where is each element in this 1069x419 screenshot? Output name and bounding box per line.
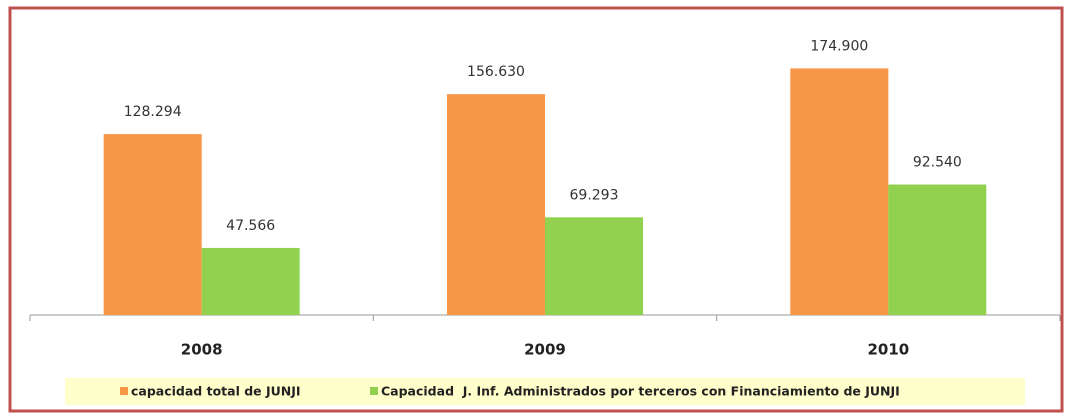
value-label: 92.540	[913, 155, 962, 171]
bar	[201, 247, 300, 315]
bar	[447, 94, 545, 315]
value-label: 128.294	[124, 104, 182, 120]
value-label: 156.630	[467, 64, 525, 80]
value-label: 69.293	[570, 187, 619, 203]
x-tick-label: 2009	[524, 341, 566, 359]
legend-background	[65, 378, 1025, 405]
value-label: 174.900	[810, 38, 868, 54]
legend-swatch	[370, 387, 378, 395]
legend-label: capacidad total de JUNJI	[131, 384, 301, 399]
x-tick-label: 2010	[867, 341, 909, 359]
legend-swatch	[120, 387, 128, 395]
legend-label: Capacidad J. Inf. Administrados por terc…	[381, 384, 900, 399]
bar	[103, 134, 202, 315]
value-label: 47.566	[226, 218, 275, 234]
bar	[545, 217, 643, 315]
x-tick-label: 2008	[181, 341, 223, 359]
bar	[888, 184, 987, 315]
bar	[790, 68, 889, 316]
